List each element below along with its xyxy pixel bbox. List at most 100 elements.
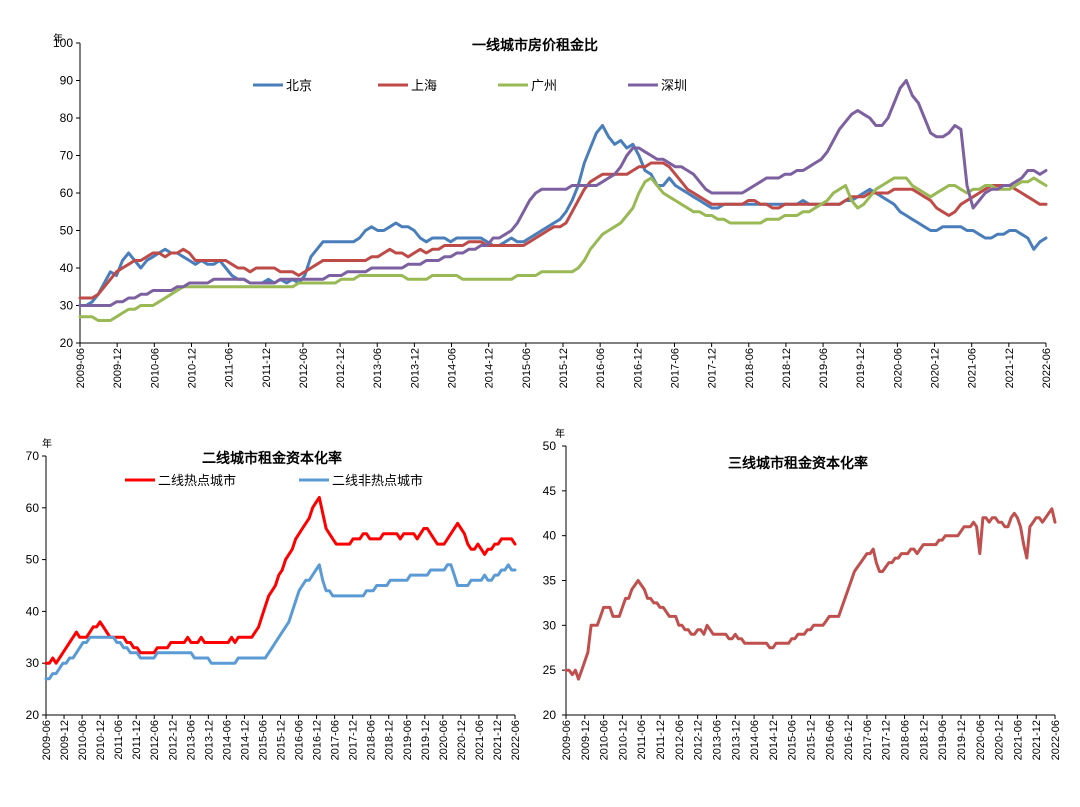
x-tick-label: 2012-06 [149,720,161,760]
y-tick-label: 90 [60,74,74,88]
x-tick-label: 2015-06 [787,720,799,760]
x-tick-label: 2009-06 [41,720,53,760]
y-tick-label: 40 [60,261,74,275]
x-tick-label: 2021-12 [1004,348,1016,388]
x-tick-label: 2020-12 [994,720,1006,760]
x-tick-label: 2014-12 [239,720,251,760]
x-tick-label: 2013-12 [409,348,421,388]
chart-tier2-cap-rate: 二线城市租金资本化率 年 20 30 40 50 60 70 2009-06 2009-12 2… [26,437,522,760]
chart2-title: 二线城市租金资本化率 [202,450,342,467]
y-tick-label: 20 [543,708,557,722]
series-line-nonhot [44,563,517,681]
x-tick-label: 2013-06 [711,720,723,760]
y-tick-label: 40 [26,604,40,618]
x-tick-label: 2011-12 [655,720,667,760]
x-tick-label: 2021-12 [492,720,504,760]
x-tick-label: 2011-06 [113,720,125,760]
x-tick-label: 2021-06 [1012,720,1024,760]
x-tick-label: 2015-06 [257,720,269,760]
x-tick-label: 2019-06 [402,720,414,760]
x-tick-label: 2014-06 [221,720,233,760]
y-tick-label: 70 [26,449,40,463]
x-tick-label: 2017-12 [881,720,893,760]
y-tick-label: 70 [60,149,74,163]
series-line-shenzhen [78,79,1048,307]
y-tick-label: 20 [26,708,40,722]
x-tick-label: 2016-06 [824,720,836,760]
x-tick-label: 2010-06 [149,348,161,388]
x-tick-label: 2011-06 [224,348,236,388]
x-tick-label: 2015-12 [806,720,818,760]
y-tick-label: 100 [53,36,73,50]
x-tick-label: 2017-12 [707,348,719,388]
x-tick-label: 2010-12 [617,720,629,760]
y-tick-label: 50 [543,439,557,453]
legend-label: 深圳 [661,79,687,94]
chart3-unit: 年 [555,427,565,440]
x-tick-label: 2013-12 [203,720,215,760]
x-tick-label: 2018-06 [900,720,912,760]
chart2-unit: 年 [42,437,52,450]
x-tick-label: 2017-06 [669,348,681,388]
x-tick-label: 2009-06 [561,720,573,760]
x-tick-label: 2010-06 [77,720,89,760]
y-tick-label: 60 [60,186,74,200]
legend-label: 二线热点城市 [158,473,236,489]
series-line-guangzhou [78,176,1048,322]
y-tick-label: 50 [60,224,74,238]
y-tick-label: 30 [26,656,40,670]
x-tick-label: 2011-12 [131,720,143,760]
x-tick-label: 2010-06 [599,720,611,760]
x-tick-label: 2016-06 [294,720,306,760]
x-tick-label: 2022-06 [1041,348,1053,388]
y-tick-label: 40 [543,529,557,543]
x-tick-label: 2016-12 [843,720,855,760]
x-tick-label: 2021-06 [474,720,486,760]
series-line-hot [44,495,517,665]
x-tick-label: 2020-06 [892,348,904,388]
x-tick-label: 2014-06 [749,720,761,760]
x-tick-label: 2014-12 [484,348,496,388]
x-tick-label: 2015-12 [276,720,288,760]
x-tick-label: 2019-12 [956,720,968,760]
y-tick-label: 60 [26,501,40,515]
x-tick-label: 2013-06 [372,348,384,388]
x-tick-label: 2013-06 [185,720,197,760]
x-tick-label: 2009-12 [59,720,71,760]
x-tick-label: 2013-12 [730,720,742,760]
x-tick-label: 2019-06 [818,348,830,388]
x-tick-label: 2021-12 [1031,720,1043,760]
x-tick-label: 2015-12 [558,348,570,388]
x-tick-label: 2018-06 [744,348,756,388]
x-tick-label: 2017-06 [862,720,874,760]
x-tick-label: 2012-12 [693,720,705,760]
x-tick-label: 2019-12 [420,720,432,760]
x-tick-label: 2012-06 [674,720,686,760]
y-tick-label: 45 [543,484,557,498]
y-tick-label: 30 [60,299,74,313]
chart1-title: 一线城市房价租金比 [472,37,598,54]
x-tick-label: 2020-06 [438,720,450,760]
legend-label: 北京 [286,79,312,94]
y-tick-label: 20 [60,336,74,350]
legend-label: 二线非热点城市 [332,473,423,489]
y-tick-label: 80 [60,111,74,125]
chart1-unit: 年 [53,32,63,45]
x-tick-label: 2017-12 [348,720,360,760]
chart-tier3-cap-rate: 三线城市租金资本化率 年 20 25 30 35 40 45 50 2009-06 2009-1… [543,427,1062,760]
y-tick-label: 30 [543,618,557,632]
x-tick-label: 2018-06 [366,720,378,760]
x-tick-label: 2012-06 [298,348,310,388]
x-tick-label: 2015-06 [521,348,533,388]
chart-tier1-ratio: 一线城市房价租金比 年 20 30 40 50 60 70 80 90 100 2009-06 20… [53,32,1053,388]
x-tick-label: 2018-12 [918,720,930,760]
x-tick-label: 2014-06 [447,348,459,388]
series-line-tier3 [564,507,1057,681]
x-tick-label: 2010-12 [186,348,198,388]
legend-label: 广州 [531,79,557,94]
chart3-title: 三线城市租金资本化率 [728,455,868,472]
y-tick-label: 35 [543,574,557,588]
x-tick-label: 2012-12 [335,348,347,388]
x-tick-label: 2022-06 [1050,720,1062,760]
